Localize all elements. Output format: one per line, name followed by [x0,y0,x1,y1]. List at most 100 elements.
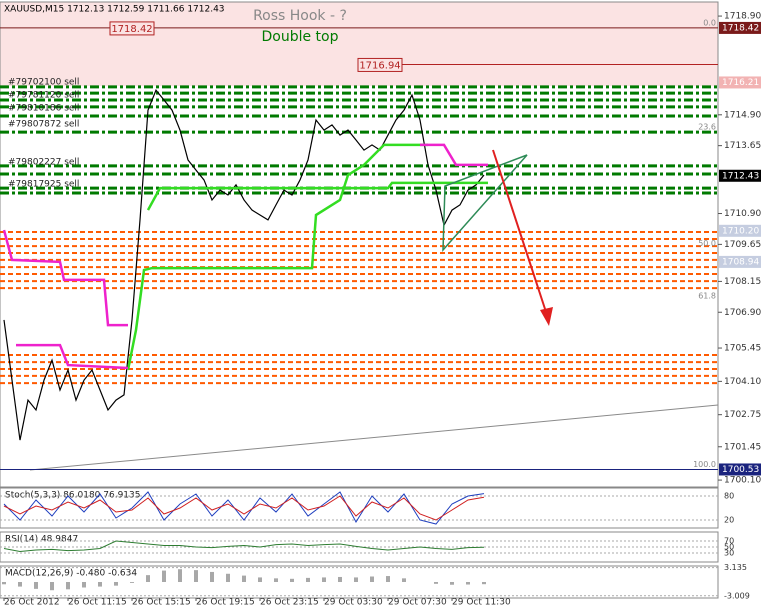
macd-bar [370,576,374,582]
y-tick-label: 1708.15 [724,277,761,287]
series-line [420,143,488,167]
macd-bar [178,569,182,582]
y-tick-label: 50 [724,543,734,552]
macd-bar [466,582,470,585]
order-label: #79702100 sell [8,77,79,87]
y-tick-label: 20 [724,516,734,525]
macd-bar [354,577,358,582]
arrow-line [492,149,547,313]
y-tick-label: 1701.45 [724,442,761,452]
fib-label: 100.0 [693,460,716,469]
macd-bar [242,575,246,582]
price-tag [719,255,761,268]
y-tick-label: 1704.10 [724,377,761,387]
macd-bar [482,582,486,585]
macd-bar [434,582,438,584]
macd-bar [66,582,70,590]
macd-frame [0,565,719,599]
macd-bar [274,578,278,582]
x-tick-label: 26 Oct 23:15 [260,598,319,607]
x-tick-label: 26 Oct 19:15 [196,598,255,607]
macd-bar [210,571,214,582]
macd-bar [226,573,230,582]
macd-bar [130,582,134,583]
price-tag-label: 1718.42 [722,23,759,33]
macd-bar [146,575,150,582]
macd-bar [450,582,454,585]
fib-label: 0.0 [703,18,716,27]
triangle-pattern [442,154,528,253]
stoch-frame [0,487,719,529]
x-tick-label: 29 Oct 07:30 [388,598,447,607]
y-tick-label: 1709.65 [724,240,761,250]
macd-bar [50,582,54,591]
order-label: #79817925 sell [8,179,79,189]
y-tick-label: 1706.90 [724,308,761,318]
y-tick-label: 1700.10 [724,476,761,486]
double-top-zone [0,2,718,86]
price-tag-label: 1708.94 [722,257,759,267]
macd-bar [306,577,310,582]
price-tag [719,76,761,89]
x-tick-label: 26 Oct 2012 [4,598,60,607]
x-tick-label: 29 Oct 03:30 [324,598,383,607]
pattern-label: Double top [262,29,339,45]
y-tick-label: 30 [724,549,734,558]
price-tag-label: 1710.20 [722,226,759,236]
macd-bar [82,582,86,588]
macd-bar [2,582,6,585]
y-tick-label: 3.135 [724,563,747,572]
annotation-label: 1718.42 [111,24,152,35]
price-tag-label: 1700.53 [722,465,759,475]
price-tag-label: 1716.21 [722,78,759,88]
x-tick-label: 26 Oct 15:15 [132,598,191,607]
y-tick-label: 80 [724,492,734,501]
y-tick-label: 1702.75 [724,410,761,420]
y-tick-label: 1714.90 [724,110,761,120]
panel-title: MACD(12,26,9) -0.480 -0.634 [5,569,137,579]
y-tick-label: 70 [724,537,734,546]
macd-bar [258,577,262,582]
order-label: #79781120 sell [8,91,79,101]
annotation-box [357,57,403,72]
macd-bar [402,578,406,582]
price-tag-label: 1712.43 [722,171,759,181]
macd-bar [18,582,22,587]
order-label: #79810186 sell [8,104,79,114]
series-line [146,181,488,211]
x-tick-label: 29 Oct 11:30 [452,598,511,607]
y-tick-label: 1713.65 [724,141,761,151]
arrow-head [540,307,553,326]
macd-bar [338,576,342,582]
macd-bar [386,576,390,582]
series-line [3,88,485,441]
annotation-label: 1716.94 [359,60,400,71]
y-tick-label: 1710.90 [724,209,761,219]
y-tick-label: 1718.90 [724,12,761,22]
annotation-box [109,21,155,36]
macd-bar [98,582,102,587]
macd-bar [322,577,326,582]
y-tick-label: -3.009 [724,591,750,600]
series-line [126,143,428,371]
order-label: #79807872 sell [8,119,79,129]
macd-bar [290,578,294,582]
series-line [3,491,485,525]
fib-label: 23.6 [698,123,716,132]
panel-title: RSI(14) 48.9847 [5,535,78,545]
subtitle: Ross Hook - ? [253,8,347,24]
fib-label: 61.8 [698,291,716,300]
x-tick-label: 26 Oct 11:15 [68,598,127,607]
series-line [3,540,485,553]
y-tick-label: 1705.45 [724,344,761,354]
series-line [3,495,485,521]
trend-line [29,404,719,471]
price-tag [719,21,761,34]
macd-bar [34,582,38,589]
price-tag [719,224,761,237]
macd-bar [194,570,198,582]
macd-bar [114,582,118,586]
price-tag [719,169,761,182]
